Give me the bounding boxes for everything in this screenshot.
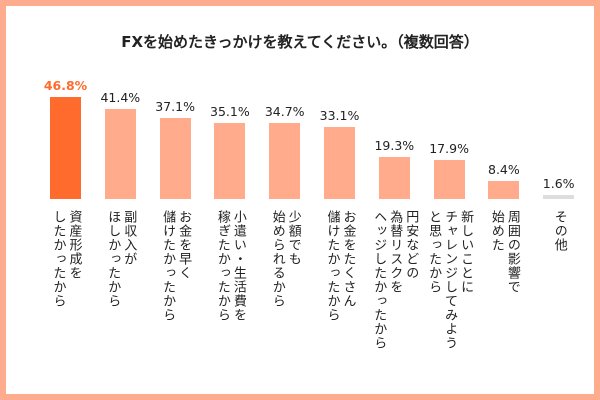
value-label: 19.3% (374, 137, 415, 153)
value-label: 8.4% (488, 161, 520, 177)
value-label: 17.9% (429, 140, 469, 156)
category-label: お金を早く 儲けたかったから (160, 210, 192, 322)
bar (543, 195, 575, 199)
value-label: 33.1% (319, 107, 360, 123)
value-label: 41.4% (100, 89, 141, 105)
category-label: お金をたくさん 儲けたかったから (324, 210, 356, 322)
bar (488, 180, 520, 199)
category-label: 周囲の影響で 始めた (488, 210, 520, 294)
category-label: 小遣い・生活費を 稼ぎたかったから (214, 210, 246, 322)
bar (214, 122, 246, 199)
value-label: 35.1% (210, 103, 250, 119)
chart-title: FXを始めたきっかけを教えてください。（複数回答） (121, 33, 479, 51)
bar (378, 156, 410, 199)
value-label: 46.8% (43, 78, 88, 93)
bar (104, 108, 136, 199)
category-label: 少額でも 始められるから (269, 210, 301, 308)
bar (50, 97, 81, 199)
category-label: 資産形成を したかったから (50, 210, 82, 308)
bar (159, 118, 191, 199)
bar (269, 123, 301, 199)
category-label: 円安などの 為替リスクを ヘッジしたかったから (371, 210, 419, 350)
bar (324, 126, 355, 199)
category-label: 新しいことに チャレンジしてみよう と思ったから (426, 210, 474, 350)
value-label: 34.7% (264, 104, 305, 120)
value-label: 37.1% (155, 99, 195, 115)
category-label: その他 (551, 210, 567, 252)
bar (433, 159, 465, 199)
value-label: 1.6% (542, 176, 575, 191)
category-label: 副収入が ほしかったから (105, 210, 137, 308)
